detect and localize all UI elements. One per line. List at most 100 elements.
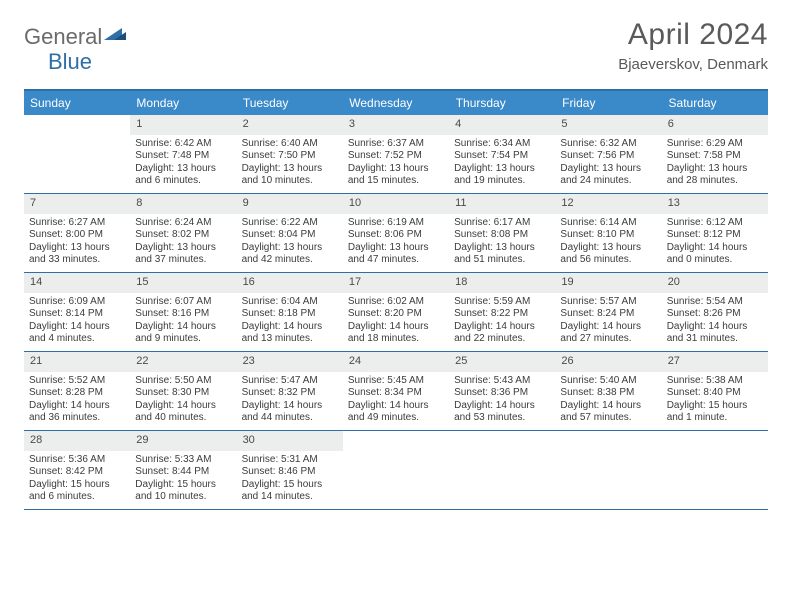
day-d1: Daylight: 13 hours xyxy=(348,163,444,176)
day-ss: Sunset: 7:48 PM xyxy=(135,150,231,163)
week-row: 14Sunrise: 6:09 AMSunset: 8:14 PMDayligh… xyxy=(24,273,768,352)
day-cell: 26Sunrise: 5:40 AMSunset: 8:38 PMDayligh… xyxy=(555,352,661,430)
day-sr: Sunrise: 6:17 AM xyxy=(454,217,550,230)
day-ss: Sunset: 8:30 PM xyxy=(135,387,231,400)
day-d1: Daylight: 14 hours xyxy=(348,400,444,413)
day-number: 12 xyxy=(555,194,661,214)
day-cell: 16Sunrise: 6:04 AMSunset: 8:18 PMDayligh… xyxy=(237,273,343,351)
day-d2: and 28 minutes. xyxy=(667,175,763,188)
day-body: Sunrise: 6:17 AMSunset: 8:08 PMDaylight:… xyxy=(449,214,555,271)
day-d1: Daylight: 14 hours xyxy=(454,400,550,413)
day-cell: 22Sunrise: 5:50 AMSunset: 8:30 PMDayligh… xyxy=(130,352,236,430)
day-d2: and 51 minutes. xyxy=(454,254,550,267)
day-d1: Daylight: 13 hours xyxy=(29,242,125,255)
month-title: April 2024 xyxy=(618,18,768,52)
day-ss: Sunset: 8:02 PM xyxy=(135,229,231,242)
day-d2: and 18 minutes. xyxy=(348,333,444,346)
week-row: 7Sunrise: 6:27 AMSunset: 8:00 PMDaylight… xyxy=(24,194,768,273)
day-ss: Sunset: 8:08 PM xyxy=(454,229,550,242)
day-sr: Sunrise: 6:07 AM xyxy=(135,296,231,309)
day-number: 24 xyxy=(343,352,449,372)
day-body: Sunrise: 5:38 AMSunset: 8:40 PMDaylight:… xyxy=(662,372,768,429)
day-body: Sunrise: 6:37 AMSunset: 7:52 PMDaylight:… xyxy=(343,135,449,192)
day-d2: and 6 minutes. xyxy=(135,175,231,188)
day-cell: 2Sunrise: 6:40 AMSunset: 7:50 PMDaylight… xyxy=(237,115,343,193)
day-cell: 6Sunrise: 6:29 AMSunset: 7:58 PMDaylight… xyxy=(662,115,768,193)
day-sr: Sunrise: 6:14 AM xyxy=(560,217,656,230)
day-cell: 9Sunrise: 6:22 AMSunset: 8:04 PMDaylight… xyxy=(237,194,343,272)
day-number: 15 xyxy=(130,273,236,293)
day-cell-empty xyxy=(555,431,661,509)
location-label: Bjaeverskov, Denmark xyxy=(618,56,768,73)
day-body: Sunrise: 5:47 AMSunset: 8:32 PMDaylight:… xyxy=(237,372,343,429)
day-sr: Sunrise: 5:40 AM xyxy=(560,375,656,388)
day-d2: and 40 minutes. xyxy=(135,412,231,425)
day-d1: Daylight: 14 hours xyxy=(29,321,125,334)
weekday-header: Thursday xyxy=(450,91,556,115)
day-sr: Sunrise: 6:22 AM xyxy=(242,217,338,230)
brand-mark-icon xyxy=(104,24,126,45)
day-sr: Sunrise: 5:52 AM xyxy=(29,375,125,388)
day-body: Sunrise: 6:12 AMSunset: 8:12 PMDaylight:… xyxy=(662,214,768,271)
week-row: 28Sunrise: 5:36 AMSunset: 8:42 PMDayligh… xyxy=(24,431,768,510)
title-block: April 2024 Bjaeverskov, Denmark xyxy=(618,18,768,73)
day-ss: Sunset: 8:10 PM xyxy=(560,229,656,242)
day-cell-empty xyxy=(449,431,555,509)
brand-logo: General xyxy=(24,24,126,50)
day-cell: 27Sunrise: 5:38 AMSunset: 8:40 PMDayligh… xyxy=(662,352,768,430)
weekday-header-row: SundayMondayTuesdayWednesdayThursdayFrid… xyxy=(24,91,768,115)
day-sr: Sunrise: 5:59 AM xyxy=(454,296,550,309)
day-sr: Sunrise: 6:02 AM xyxy=(348,296,444,309)
day-body: Sunrise: 6:27 AMSunset: 8:00 PMDaylight:… xyxy=(24,214,130,271)
day-d1: Daylight: 13 hours xyxy=(348,242,444,255)
day-d2: and 0 minutes. xyxy=(667,254,763,267)
day-d1: Daylight: 14 hours xyxy=(560,321,656,334)
day-number: 27 xyxy=(662,352,768,372)
day-ss: Sunset: 7:56 PM xyxy=(560,150,656,163)
day-d1: Daylight: 13 hours xyxy=(560,242,656,255)
day-d2: and 27 minutes. xyxy=(560,333,656,346)
day-number: 14 xyxy=(24,273,130,293)
day-body: Sunrise: 6:02 AMSunset: 8:20 PMDaylight:… xyxy=(343,293,449,350)
day-sr: Sunrise: 5:47 AM xyxy=(242,375,338,388)
day-body: Sunrise: 5:59 AMSunset: 8:22 PMDaylight:… xyxy=(449,293,555,350)
day-body: Sunrise: 6:29 AMSunset: 7:58 PMDaylight:… xyxy=(662,135,768,192)
day-sr: Sunrise: 6:24 AM xyxy=(135,217,231,230)
day-ss: Sunset: 8:22 PM xyxy=(454,308,550,321)
day-d1: Daylight: 14 hours xyxy=(667,321,763,334)
day-d1: Daylight: 15 hours xyxy=(29,479,125,492)
weekday-header: Friday xyxy=(556,91,662,115)
day-number: 13 xyxy=(662,194,768,214)
day-cell: 21Sunrise: 5:52 AMSunset: 8:28 PMDayligh… xyxy=(24,352,130,430)
weeks-container: 1Sunrise: 6:42 AMSunset: 7:48 PMDaylight… xyxy=(24,115,768,510)
day-body: Sunrise: 5:52 AMSunset: 8:28 PMDaylight:… xyxy=(24,372,130,429)
day-cell: 11Sunrise: 6:17 AMSunset: 8:08 PMDayligh… xyxy=(449,194,555,272)
day-body: Sunrise: 6:04 AMSunset: 8:18 PMDaylight:… xyxy=(237,293,343,350)
day-number: 2 xyxy=(237,115,343,135)
day-cell: 10Sunrise: 6:19 AMSunset: 8:06 PMDayligh… xyxy=(343,194,449,272)
weekday-header: Tuesday xyxy=(237,91,343,115)
day-ss: Sunset: 8:38 PM xyxy=(560,387,656,400)
day-number: 29 xyxy=(130,431,236,451)
day-number: 5 xyxy=(555,115,661,135)
day-sr: Sunrise: 5:50 AM xyxy=(135,375,231,388)
day-d1: Daylight: 14 hours xyxy=(29,400,125,413)
brand-text-2: Blue xyxy=(48,49,92,74)
day-ss: Sunset: 7:54 PM xyxy=(454,150,550,163)
day-d1: Daylight: 14 hours xyxy=(242,321,338,334)
day-cell: 8Sunrise: 6:24 AMSunset: 8:02 PMDaylight… xyxy=(130,194,236,272)
day-cell: 25Sunrise: 5:43 AMSunset: 8:36 PMDayligh… xyxy=(449,352,555,430)
day-body: Sunrise: 5:33 AMSunset: 8:44 PMDaylight:… xyxy=(130,451,236,508)
day-ss: Sunset: 8:24 PM xyxy=(560,308,656,321)
day-number: 28 xyxy=(24,431,130,451)
day-cell-empty xyxy=(662,431,768,509)
day-d1: Daylight: 13 hours xyxy=(560,163,656,176)
day-number: 19 xyxy=(555,273,661,293)
day-cell: 29Sunrise: 5:33 AMSunset: 8:44 PMDayligh… xyxy=(130,431,236,509)
day-number: 1 xyxy=(130,115,236,135)
day-number: 7 xyxy=(24,194,130,214)
day-sr: Sunrise: 6:32 AM xyxy=(560,138,656,151)
day-body: Sunrise: 5:43 AMSunset: 8:36 PMDaylight:… xyxy=(449,372,555,429)
weekday-header: Sunday xyxy=(24,91,130,115)
day-sr: Sunrise: 6:04 AM xyxy=(242,296,338,309)
